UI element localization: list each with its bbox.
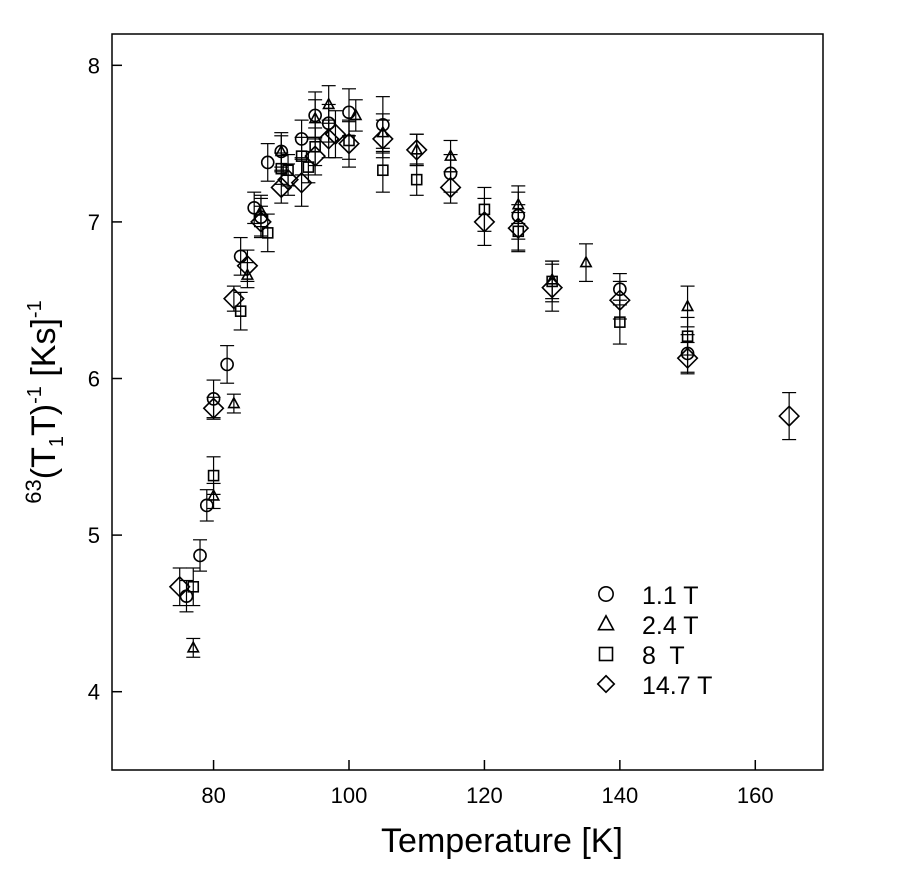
x-tick-label: 120 bbox=[466, 783, 503, 808]
data-point-diamond bbox=[473, 211, 496, 233]
y-axis-title-part1: (T bbox=[25, 447, 63, 479]
data-point-diamond bbox=[223, 287, 245, 310]
y-tick-label: 6 bbox=[88, 367, 100, 392]
data-points bbox=[168, 85, 801, 658]
data-point-triangle bbox=[444, 148, 458, 161]
data-point-diamond bbox=[608, 289, 631, 312]
y-axis-title-superscript: -1 bbox=[24, 386, 46, 404]
y-axis-title-units: [Ks] bbox=[25, 318, 63, 386]
series-circle bbox=[179, 88, 695, 613]
legend-label: 8 T bbox=[642, 642, 685, 670]
data-point-diamond bbox=[277, 168, 299, 191]
legend-marker-diamond bbox=[596, 674, 616, 694]
x-tick-label: 160 bbox=[737, 783, 774, 808]
x-tick-label: 80 bbox=[201, 783, 225, 808]
series-triangle bbox=[186, 85, 695, 658]
y-axis-title-units-superscript: -1 bbox=[24, 300, 46, 318]
data-point-diamond bbox=[371, 128, 394, 150]
data-point-diamond bbox=[168, 575, 191, 598]
data-point-triangle bbox=[322, 97, 336, 110]
legend-marker-square bbox=[598, 646, 614, 662]
y-axis-title-part2: T) bbox=[25, 404, 63, 436]
legend-marker-circle bbox=[598, 586, 614, 602]
data-point-triangle bbox=[186, 640, 200, 653]
x-tick-label: 100 bbox=[331, 783, 368, 808]
data-point-circle bbox=[193, 548, 207, 563]
data-point-triangle bbox=[349, 108, 363, 121]
data-point-diamond bbox=[676, 347, 699, 370]
x-tick-label: 140 bbox=[601, 783, 638, 808]
data-point-triangle bbox=[579, 255, 593, 268]
data-point-square bbox=[207, 469, 220, 482]
data-point-square bbox=[302, 161, 315, 173]
series-diamond bbox=[168, 110, 801, 607]
legend-label: 1.1 T bbox=[642, 582, 699, 610]
data-point-square bbox=[377, 164, 389, 177]
y-tick-label: 4 bbox=[88, 680, 100, 705]
y-axis-title: 63(T1T)-1 [Ks]-1 bbox=[21, 300, 68, 503]
data-point-diamond bbox=[541, 276, 564, 299]
data-point-circle bbox=[220, 357, 234, 372]
data-point-square bbox=[681, 330, 694, 343]
data-point-diamond bbox=[778, 405, 801, 427]
y-axis-ticks: 4 5 6 7 8 bbox=[88, 53, 122, 705]
y-axis-title-isotope: 63 bbox=[21, 479, 46, 503]
y-tick-label: 8 bbox=[88, 53, 100, 78]
x-axis-ticks: 80 100 120 140 160 bbox=[201, 760, 774, 808]
data-point-diamond bbox=[507, 217, 530, 240]
data-point-square bbox=[187, 580, 200, 593]
data-point-diamond bbox=[250, 211, 272, 233]
data-point-diamond bbox=[405, 138, 428, 161]
data-point-diamond bbox=[439, 176, 462, 199]
legend-label: 2.4 T bbox=[642, 612, 699, 640]
data-point-diamond bbox=[236, 254, 259, 277]
series-square bbox=[186, 121, 695, 607]
data-point-diamond bbox=[338, 132, 360, 155]
data-point-triangle bbox=[207, 488, 221, 501]
legend-label: 14.7 T bbox=[642, 672, 712, 700]
y-axis-title-subscript: 1 bbox=[46, 436, 68, 447]
plot-frame bbox=[111, 33, 824, 771]
data-point-circle bbox=[260, 155, 275, 170]
data-point-triangle bbox=[681, 299, 695, 312]
data-point-diamond bbox=[304, 145, 327, 168]
data-point-square bbox=[410, 173, 423, 186]
data-point-circle bbox=[199, 498, 214, 513]
data-point-triangle bbox=[308, 111, 322, 124]
data-point-triangle bbox=[227, 396, 241, 409]
data-point-diamond bbox=[202, 397, 225, 420]
data-point-diamond bbox=[290, 171, 313, 194]
y-tick-label: 7 bbox=[88, 210, 100, 235]
y-tick-label: 5 bbox=[88, 523, 100, 548]
legend: 1.1 T2.4 T8 T14.7 T bbox=[596, 582, 712, 700]
data-point-diamond bbox=[324, 123, 347, 146]
x-axis-title: Temperature [K] bbox=[381, 822, 623, 860]
legend-marker-triangle bbox=[597, 614, 615, 631]
svg-text:63(T1T)-1 [Ks]-1: 63(T1T)-1 [Ks]-1 bbox=[21, 300, 68, 503]
